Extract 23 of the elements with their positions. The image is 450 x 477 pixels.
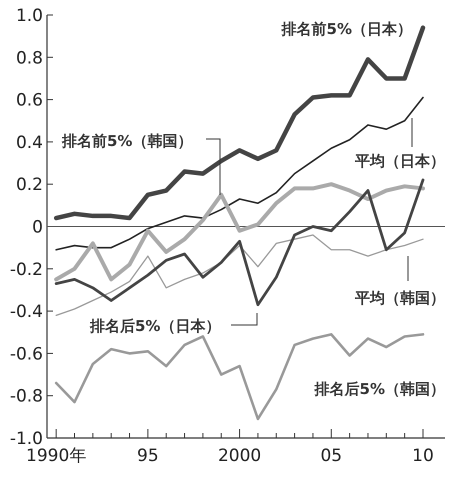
x-tick-label: 05	[320, 446, 342, 466]
y-tick-label: -1.0	[10, 429, 43, 449]
text: 排名后5%（韩国）	[314, 380, 445, 398]
y-tick-label: 0.8	[16, 48, 43, 68]
y-tick-label: -0.8	[10, 386, 43, 407]
x-tick-label: 10	[412, 446, 434, 466]
x-tick-label: 1990年	[26, 446, 86, 466]
y-tick-label: 0	[32, 218, 43, 238]
text: 排名前5%（韩国）	[61, 132, 192, 150]
text: 平均（韩国）	[354, 289, 445, 307]
y-tick-label: 0.6	[16, 90, 43, 111]
x-tick-label: 95	[137, 446, 159, 466]
series-label: 排名后5%（日本）	[89, 317, 220, 335]
y-tick-label: -0.6	[10, 344, 43, 364]
series-label: 排名前5%（日本）	[280, 20, 412, 38]
x-tick-label: 2000	[218, 446, 262, 466]
y-tick-label: -0.4	[10, 302, 43, 322]
y-tick-label: 1.0	[16, 6, 43, 26]
line-series	[54, 182, 425, 282]
series-label: 平均（日本）	[354, 152, 445, 170]
y-tick-label: -0.2	[10, 260, 43, 280]
y-tick-label: 0.2	[16, 175, 43, 196]
y-tick-label: 0.4	[16, 132, 43, 153]
